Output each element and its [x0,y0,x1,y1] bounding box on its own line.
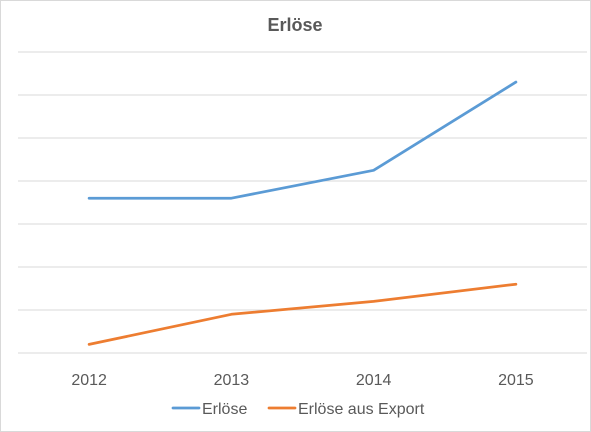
x-axis-tick-labels: 2012 2013 2014 2015 [71,372,533,389]
x-tick-label: 2014 [356,372,392,389]
x-tick-label: 2012 [71,372,107,389]
legend-label-2: Erlöse aus Export [298,401,425,418]
x-tick-label: 2015 [498,372,534,389]
legend: Erlöse Erlöse aus Export [171,401,425,418]
series-lines [87,80,518,346]
series-line-1 [87,80,518,200]
series-line-2 [87,282,518,346]
chart-title: Erlöse [267,15,322,35]
gridlines [18,51,587,354]
legend-label-1: Erlöse [202,401,247,418]
x-tick-label: 2013 [214,372,250,389]
